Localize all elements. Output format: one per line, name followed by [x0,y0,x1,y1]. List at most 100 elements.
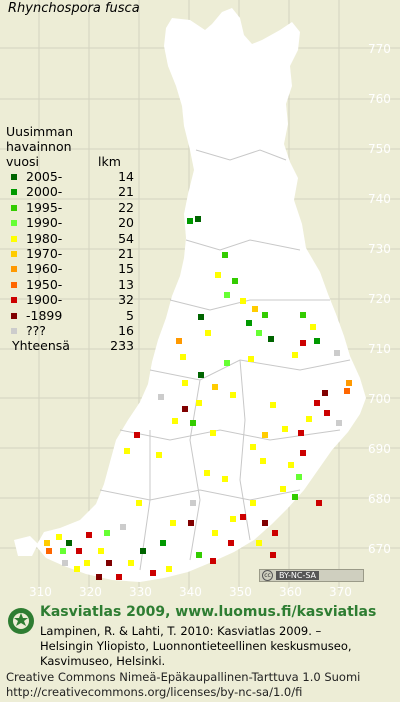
observation-square [282,426,288,432]
legend-row: 1950- 13 [6,277,134,292]
observation-square [346,380,352,386]
observation-points [44,216,352,580]
observation-square [300,340,306,346]
y-label: 710 [368,342,391,356]
legend-count-header: lkm [98,154,121,169]
legend-total-count: 233 [110,338,134,354]
observation-square [344,388,350,394]
legend-swatch [11,204,17,211]
observation-square [128,560,134,566]
observation-square [262,520,268,526]
legend-swatch [11,312,17,319]
legend-count: 20 [118,215,134,231]
observation-square [246,320,252,326]
site-link[interactable]: Kasviatlas 2009, www.luomus.fi/kasviatla… [40,604,377,620]
legend-row: 1990- 20 [6,215,134,230]
legend-count: 5 [126,307,134,323]
legend-header-line: havainnon [6,139,72,154]
observation-square [324,410,330,416]
observation-square [314,400,320,406]
observation-square [230,516,236,522]
observation-square [268,336,274,342]
legend-count: 16 [118,322,134,338]
observation-square [190,420,196,426]
observation-square [124,448,130,454]
observation-square [256,540,262,546]
observation-square [44,540,50,546]
observation-square [222,252,228,258]
observation-square [158,394,164,400]
legend-row: 1960- 15 [6,261,134,277]
observation-square [76,548,82,554]
cc-badge-text: BY-NC-SA [276,571,320,580]
observation-square [180,354,186,360]
observation-square [136,500,142,506]
y-label: 690 [368,442,391,456]
observation-square [232,278,238,284]
license-url[interactable]: http://creativecommons.org/licenses/by-n… [6,685,303,699]
observation-square [300,450,306,456]
legend-row: -1899 5 [6,308,134,323]
observation-square [252,306,258,312]
legend-label: 1900- [26,292,63,308]
legend-count: 54 [118,230,134,246]
observation-square [288,462,294,468]
legend-swatch [11,297,17,304]
legend-header-line: Uusimman [6,124,73,139]
observation-square [212,530,218,536]
observation-square [240,298,246,304]
observation-square [205,330,211,336]
observation-square [66,540,72,546]
observation-square [222,476,228,482]
y-label: 700 [368,392,391,406]
legend-row: 1900- 32 [6,292,134,308]
observation-square [262,432,268,438]
x-label: 360 [279,585,302,599]
observation-square [296,474,302,480]
observation-square [172,418,178,424]
legend-row: 1980- 54 [6,231,134,246]
x-label: 320 [79,585,102,599]
legend-label: 1960- [26,261,63,277]
legend-total-label: Yhteensä [12,338,70,354]
y-label: 720 [368,292,391,306]
observation-square [60,548,66,554]
x-label: 330 [129,585,152,599]
observation-square [298,430,304,436]
y-label: 740 [368,192,391,206]
observation-square [310,324,316,330]
license-line: Creative Commons Nimeä-Epäkaupallinen-Ta… [6,670,361,684]
observation-square [134,432,140,438]
legend-swatch [11,250,17,257]
observation-square [190,500,196,506]
legend-label: 1995- [26,199,63,215]
observation-square [160,540,166,546]
observation-square [248,356,254,362]
cc-license-badge[interactable]: cc BY-NC-SA [259,569,364,582]
legend-header-row: vuosi lkm [6,154,121,169]
observation-square [316,500,322,506]
legend-row: 2005- 14 [6,169,134,184]
observation-square [250,500,256,506]
observation-square [170,520,176,526]
observation-square [116,574,122,580]
kasviatlas-logo-icon [8,608,34,634]
observation-square [150,570,156,576]
observation-square [86,532,92,538]
observation-square [210,430,216,436]
observation-square [270,552,276,558]
legend-row: 1995- 22 [6,199,134,215]
observation-square [260,458,266,464]
legend-rows: 2005- 14 2000- 21 1995- 22 1990- 20 1980- 54 1970-… [6,169,134,338]
observation-square [215,272,221,278]
legend-label: 2000- [26,184,63,200]
observation-square [187,218,193,224]
observation-square [182,406,188,412]
cc-icon: cc [262,570,273,581]
legend-count: 21 [118,184,134,200]
legend-total: Yhteensä 233 [6,338,134,354]
legend-label: 2005- [26,169,63,184]
observation-square [198,314,204,320]
legend: Uusimman havainnon vuosi lkm 2005- 14 2000… [6,124,134,354]
